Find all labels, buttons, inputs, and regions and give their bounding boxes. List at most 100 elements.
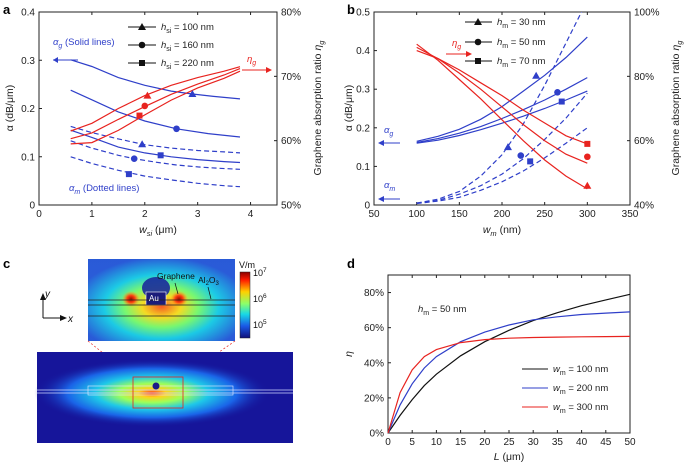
panel-a-series-line-9 bbox=[70, 70, 241, 145]
panel-d-ylabel: η bbox=[343, 351, 355, 357]
panel-label-c: c bbox=[3, 256, 10, 271]
panel-a-ytick-label: 0 bbox=[29, 201, 35, 212]
panel-b-series-line-9 bbox=[416, 50, 588, 145]
panel-d-xtick-label: 10 bbox=[431, 437, 443, 448]
legend-marker-triangle bbox=[138, 23, 146, 30]
panel-d-ytick-label: 40% bbox=[364, 358, 384, 369]
panel-b-legend-2: hm = 50 nm bbox=[497, 37, 545, 50]
panel-b-xtick-label: 100 bbox=[408, 209, 425, 220]
panel-b-arrowhead-alpha-m bbox=[378, 196, 384, 202]
hotspot-left bbox=[122, 291, 140, 307]
panel-d-xtick-label: 20 bbox=[479, 437, 491, 448]
cross-section-map bbox=[34, 352, 293, 443]
colorbar-tick-3: 105 bbox=[253, 319, 267, 330]
panel-d-legend-2: wm = 200 nm bbox=[553, 383, 608, 396]
panel-d-legend: wm = 100 nm wm = 200 nm wm = 300 nm bbox=[522, 364, 608, 415]
panel-d-ytick-label: 20% bbox=[364, 393, 384, 404]
panel-b-series-marker-2 bbox=[554, 88, 561, 96]
panel-a-series-marker-3 bbox=[157, 152, 164, 159]
colorbar: V/m 107 106 105 bbox=[239, 260, 267, 339]
panel-b-xtick-label: 200 bbox=[494, 209, 511, 220]
axis-y-label: y bbox=[44, 289, 51, 300]
panel-d-xtick-label: 50 bbox=[624, 437, 636, 448]
panel-d-xtick-label: 35 bbox=[552, 437, 564, 448]
legend-marker-square bbox=[475, 58, 481, 64]
panel-a-xtick-label: 3 bbox=[195, 209, 201, 220]
panel-a-ytick-label: 0.1 bbox=[21, 152, 35, 163]
panel-b-series-marker-3 bbox=[558, 98, 565, 105]
panel-d-series-line-3 bbox=[387, 335, 631, 434]
panel-a-xlabel: wsi (μm) bbox=[139, 224, 177, 238]
panel-a-series-marker-5 bbox=[130, 155, 138, 162]
panel-a-ytick-right-label: 80% bbox=[281, 8, 301, 19]
legend-marker-circle bbox=[474, 38, 482, 46]
panel-a-ylabel-left: α (dB/μm) bbox=[4, 85, 16, 132]
panel-b-series-marker-6 bbox=[527, 158, 534, 165]
panel-a-series-line-4 bbox=[70, 125, 241, 154]
panel-d-xtick-label: 40 bbox=[576, 437, 588, 448]
panel-d-series-line-2 bbox=[387, 311, 631, 434]
panel-b-xtick-label: 50 bbox=[368, 209, 380, 220]
panel-a-annotation-eta-g: ηg bbox=[247, 54, 256, 67]
panel-b-ytick-label: 0 bbox=[364, 201, 370, 212]
panel-d-xlabel: L (μm) bbox=[494, 451, 525, 463]
colorbar-unit: V/m bbox=[239, 260, 255, 270]
panel-b-series-line-8 bbox=[416, 46, 588, 164]
panel-b-series-marker-5 bbox=[517, 152, 525, 159]
panel-a-ylabel-right: Graphene absorption ratio ηg bbox=[312, 40, 326, 176]
label-al2o3: Al2O3 bbox=[198, 275, 220, 287]
panel-d-xtick-label: 45 bbox=[600, 437, 612, 448]
panel-b-xlabel: wm (nm) bbox=[483, 224, 521, 238]
panel-a-legend: hsi = 100 nm hsi = 160 nm hsi = 220 nm bbox=[128, 22, 214, 71]
panel-b-ytick-label: 0.2 bbox=[356, 123, 370, 134]
panel-a-xtick-label: 0 bbox=[36, 209, 42, 220]
panel-a-series-marker-2 bbox=[173, 125, 180, 133]
panel-d-chart: 0 5 10 15 20 25 30 35 40 45 50 0% 20% 40% 60% 80% L (μm… bbox=[343, 274, 636, 463]
panel-b-series-line-6 bbox=[416, 127, 588, 205]
panel-b-arrowhead-eta-g bbox=[466, 51, 472, 57]
panel-a-series-line-5 bbox=[70, 140, 241, 170]
legend-marker-circle bbox=[138, 41, 146, 49]
panel-b-ytick-right-label: 40% bbox=[634, 201, 654, 212]
panel-a-arrowhead-eta-g bbox=[266, 67, 272, 73]
panel-label-d: d bbox=[347, 256, 355, 271]
panel-b-annotation-eta-g: ηg bbox=[452, 38, 461, 51]
panel-b-xtick-label: 350 bbox=[622, 209, 639, 220]
panel-b-series-line-4 bbox=[416, 12, 583, 204]
panel-a-ytick-right-label: 50% bbox=[281, 201, 301, 212]
panel-d-ytick-label: 0% bbox=[370, 429, 385, 440]
panel-b-legend-3: hm = 70 nm bbox=[497, 56, 545, 69]
panel-b-series-marker-9 bbox=[584, 140, 591, 147]
panel-a-ticks: 0 1 2 3 4 0 0.1 0.2 0.3 0.4 50% 60% 70% 80% bbox=[21, 8, 301, 221]
coordinate-axes-icon: y x bbox=[40, 289, 74, 325]
panel-a-series-marker-9 bbox=[136, 112, 143, 119]
panel-a-xtick-label: 1 bbox=[89, 209, 95, 220]
panel-b-ytick-right-label: 80% bbox=[634, 72, 654, 83]
panel-d-ticks: 0 5 10 15 20 25 30 35 40 45 50 0% 20% 40% 60% 80% bbox=[364, 275, 636, 448]
panel-b-ylabel-left: α (dB/μm) bbox=[343, 85, 355, 132]
panel-b-ylabel-right: Graphene absorption ratio ηg bbox=[670, 40, 684, 176]
panel-d-xtick-label: 0 bbox=[385, 437, 391, 448]
panel-a-legend-1: hsi = 100 nm bbox=[161, 22, 214, 35]
panel-a-series-line-7 bbox=[70, 66, 241, 132]
panel-a-chart: 0 1 2 3 400.10.20.30.450%60%70%80% wsi (μm) … bbox=[4, 8, 326, 239]
panel-a-annotation-alpha-m: αm (Dotted lines) bbox=[69, 183, 139, 196]
panel-a-ytick-label: 0.2 bbox=[21, 104, 35, 115]
panel-b-ytick-label: 0.4 bbox=[356, 46, 370, 57]
panel-label-a: a bbox=[3, 2, 11, 17]
panel-b-ytick-right-label: 60% bbox=[634, 136, 654, 147]
panel-b-annotation-alpha-g: αg bbox=[384, 125, 393, 138]
panel-a-ytick-right-label: 60% bbox=[281, 136, 301, 147]
panel-d-legend-3: wm = 300 nm bbox=[553, 402, 608, 415]
panel-d-xtick-label: 15 bbox=[455, 437, 467, 448]
zoom-region-box bbox=[132, 376, 184, 409]
panel-d-ytick-label: 60% bbox=[364, 323, 384, 334]
panel-b-ytick-label: 0.5 bbox=[356, 8, 370, 19]
panel-b-series-line-5 bbox=[416, 92, 588, 204]
panel-d-legend-1: wm = 100 nm bbox=[553, 364, 608, 377]
panel-b-ytick-label: 0.1 bbox=[356, 162, 370, 173]
panel-a-markers bbox=[125, 90, 197, 178]
panel-a-xtick-label: 2 bbox=[142, 209, 148, 220]
panel-b-markers bbox=[503, 71, 592, 189]
panel-a-xtick-label: 4 bbox=[248, 209, 254, 220]
